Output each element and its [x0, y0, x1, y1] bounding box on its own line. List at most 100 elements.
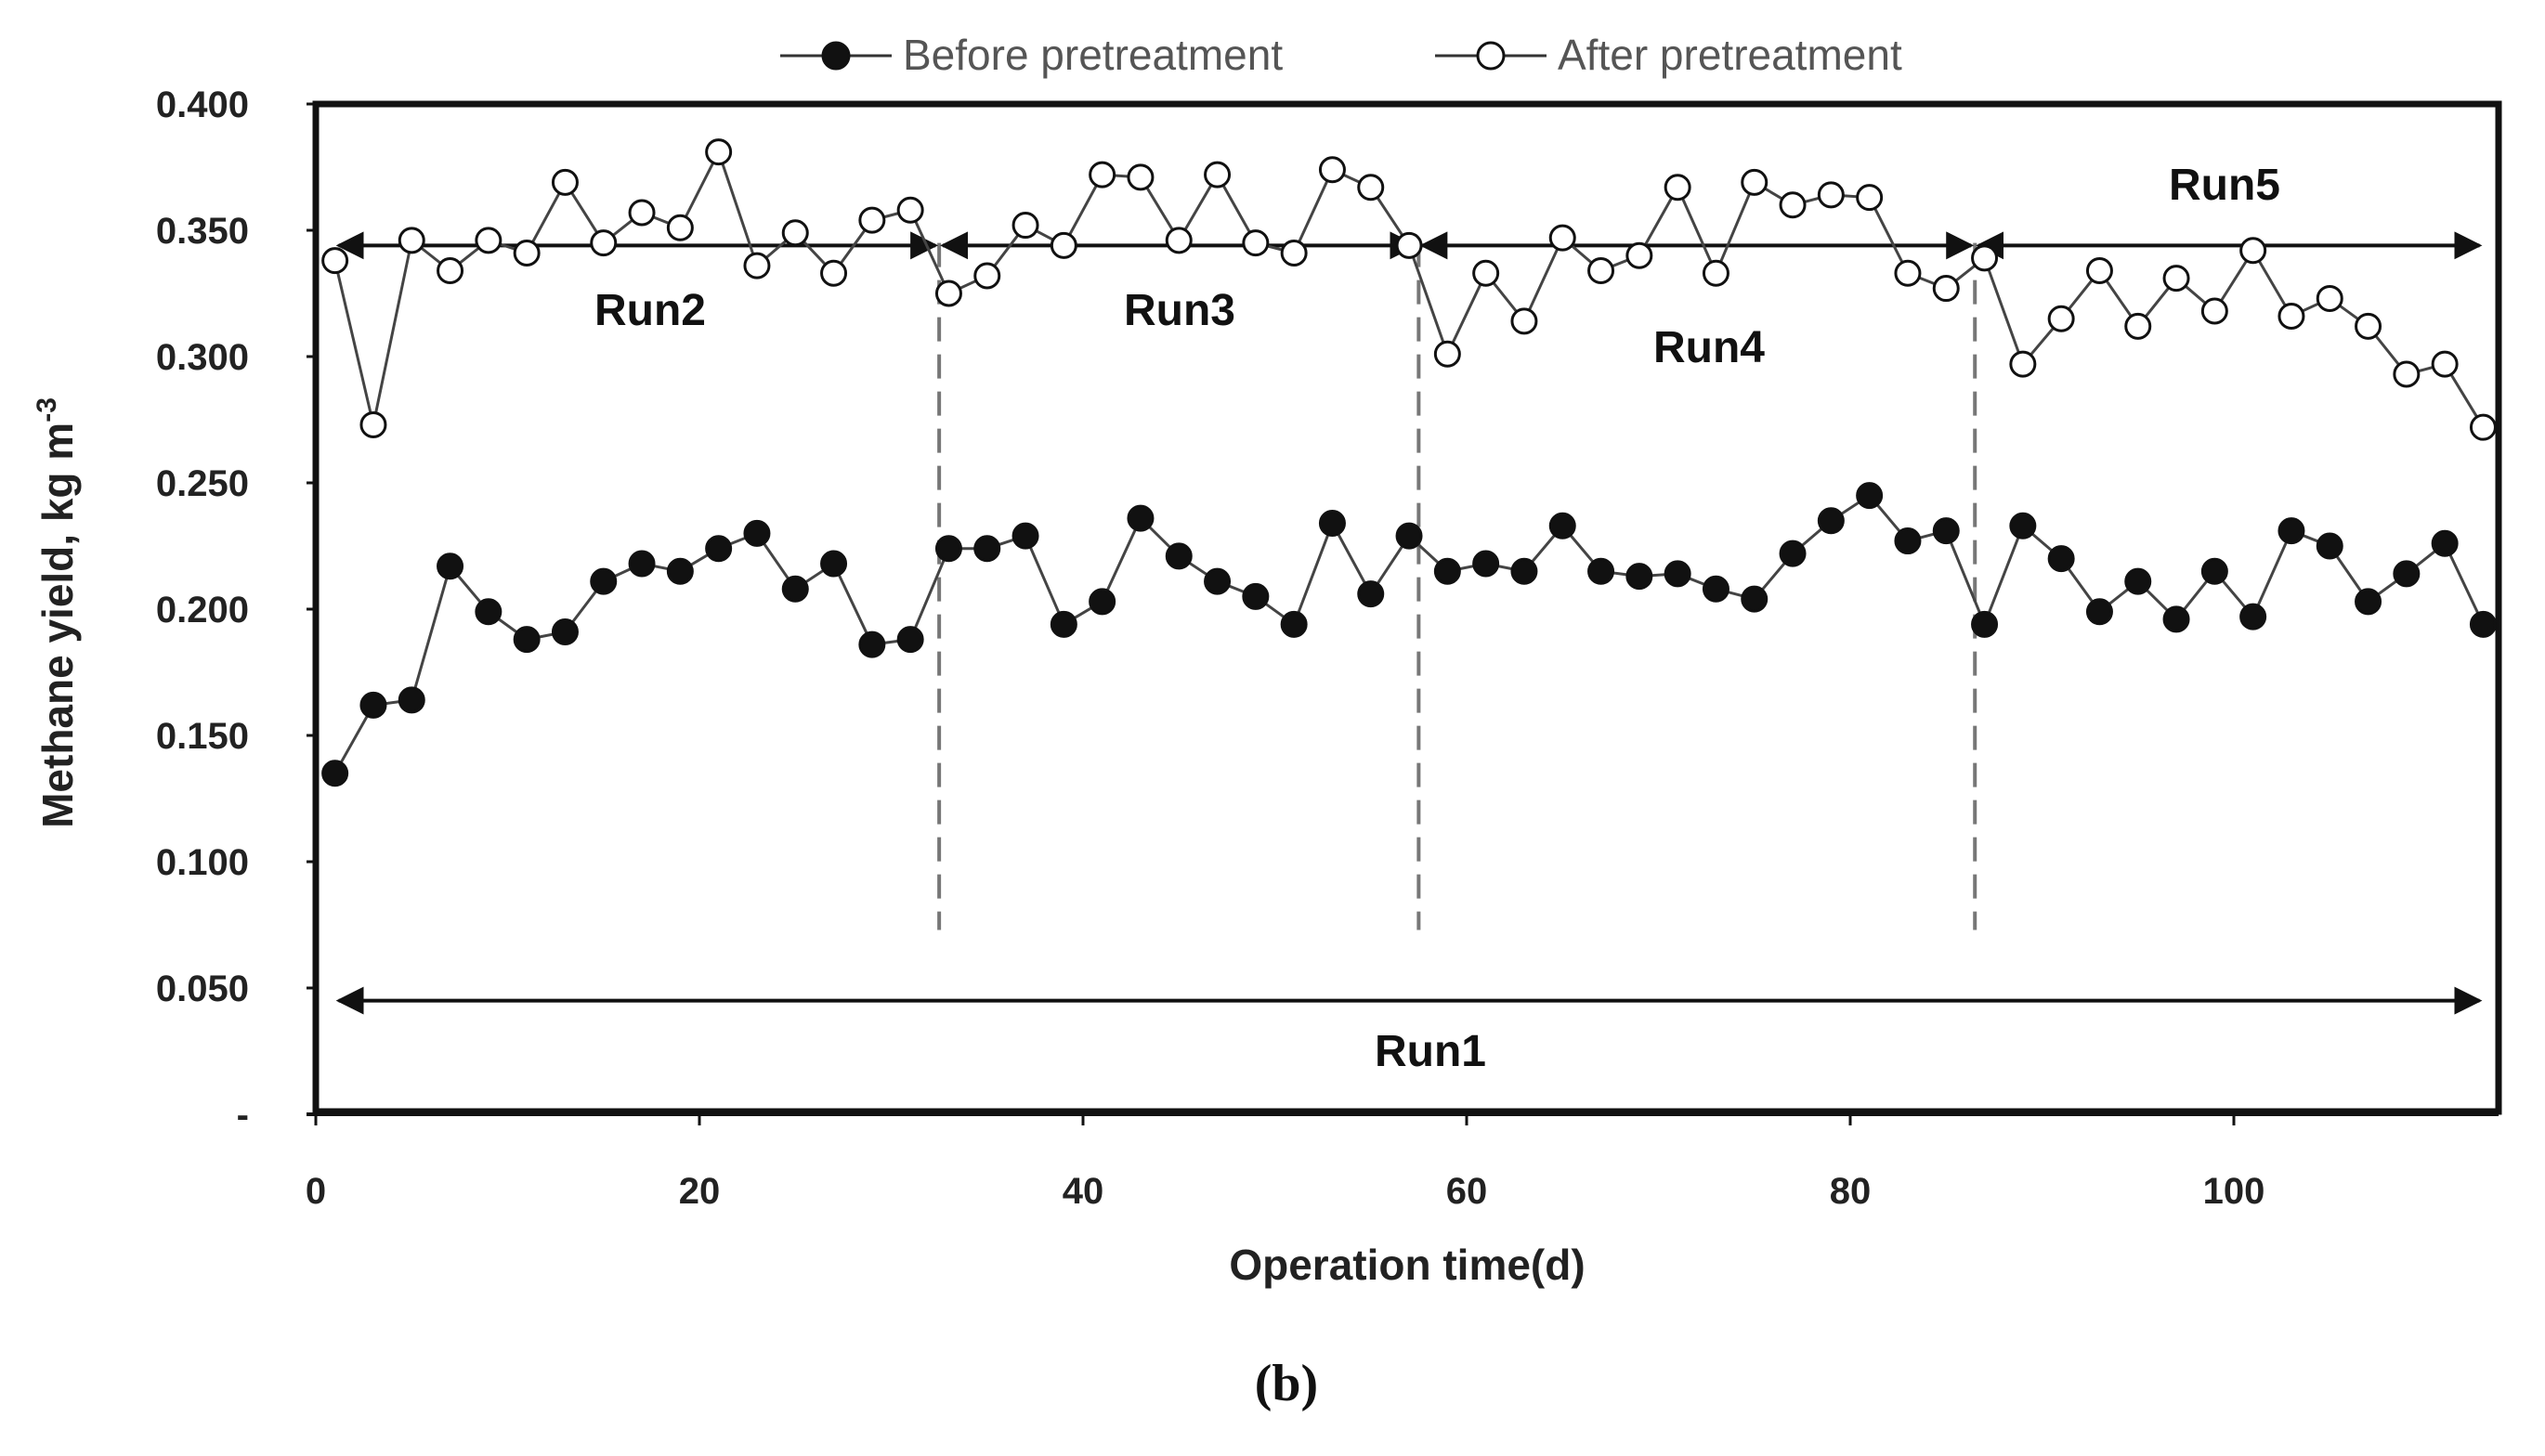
- y-tick-label: -: [237, 1095, 249, 1136]
- data-point: [1894, 259, 1922, 287]
- data-point: [2047, 545, 2075, 573]
- data-point: [1587, 257, 1615, 285]
- data-point: [2277, 302, 2305, 330]
- data-point: [1817, 181, 1845, 209]
- data-point: [1395, 231, 1423, 259]
- data-point: [1318, 156, 1346, 184]
- data-point: [1548, 512, 1576, 540]
- data-point: [1932, 517, 1960, 545]
- data-point: [1395, 522, 1423, 550]
- y-axis-title-text: Methane yield, kg m: [33, 422, 82, 828]
- x-ticks: 0 20 40 60 80 100: [306, 1114, 2265, 1212]
- data-point: [1089, 588, 1116, 616]
- data-point: [2162, 265, 2190, 292]
- data-point: [1472, 550, 1500, 578]
- data-point: [1779, 540, 1807, 567]
- data-point: [1050, 231, 1077, 259]
- data-point: [2200, 297, 2228, 325]
- y-axis-title: Methane yield, kg m-3: [32, 397, 82, 828]
- data-point: [1702, 259, 1729, 287]
- legend-item-before: Before pretreatment: [780, 31, 1283, 79]
- data-point: [437, 257, 464, 285]
- data-point: [1127, 163, 1155, 191]
- data-point: [359, 410, 387, 438]
- data-point: [1089, 161, 1116, 188]
- data-point: [475, 598, 502, 626]
- data-point: [1702, 575, 1729, 603]
- run-label: Run4: [1653, 323, 1765, 372]
- x-tick-label: 0: [306, 1171, 326, 1212]
- data-point: [1357, 174, 1385, 202]
- data-point: [1433, 340, 1461, 368]
- data-point: [1548, 224, 1576, 252]
- data-point: [1127, 504, 1155, 532]
- run-arrows: Run1 Run2 Run3 Run4 Run5: [335, 161, 2483, 1076]
- y-tick-label: 0.300: [156, 337, 249, 378]
- data-point: [1510, 557, 1538, 585]
- y-tick-label: 0.050: [156, 968, 249, 1009]
- data-point: [437, 552, 464, 580]
- data-point: [2239, 237, 2267, 265]
- data-point: [934, 280, 962, 307]
- data-point: [2009, 512, 2037, 540]
- data-point: [2085, 598, 2113, 626]
- data-point: [1510, 307, 1538, 335]
- data-point: [858, 206, 886, 234]
- data-point: [1318, 510, 1346, 538]
- data-point: [1856, 482, 1884, 510]
- data-point: [1011, 212, 1039, 240]
- data-point: [1625, 241, 1653, 269]
- x-tick-label: 80: [1830, 1171, 1872, 1212]
- data-point: [705, 138, 733, 166]
- run-label: Run5: [2169, 161, 2280, 210]
- data-point: [781, 575, 809, 603]
- data-point: [1204, 567, 1232, 595]
- data-point: [973, 262, 1001, 290]
- data-point: [1280, 610, 1308, 638]
- data-point: [590, 567, 618, 595]
- data-point: [1011, 522, 1039, 550]
- data-point: [2277, 517, 2305, 545]
- y-tick-label: 0.250: [156, 463, 249, 504]
- data-point: [934, 535, 962, 563]
- data-point: [666, 214, 694, 241]
- data-point: [705, 535, 733, 563]
- data-point: [628, 550, 656, 578]
- data-point: [2124, 567, 2152, 595]
- data-point: [2316, 284, 2343, 312]
- data-point: [2355, 588, 2382, 616]
- legend-label-after: After pretreatment: [1558, 31, 1902, 79]
- x-tick-label: 100: [2203, 1171, 2265, 1212]
- data-point: [1971, 244, 1999, 272]
- data-point: [513, 626, 541, 654]
- y-tick-label: 0.100: [156, 842, 249, 883]
- series-after-pretreatment: [321, 138, 2497, 441]
- data-point: [1664, 174, 1691, 202]
- y-tick-label: 0.200: [156, 590, 249, 630]
- x-tick-label: 60: [1446, 1171, 1488, 1212]
- run-label: Run2: [594, 286, 706, 335]
- data-point: [2316, 532, 2343, 560]
- data-point: [2355, 312, 2382, 340]
- data-point: [2162, 605, 2190, 633]
- y-tick-label: 0.350: [156, 211, 249, 252]
- run-label: Run3: [1124, 286, 1235, 335]
- y-tick-label: 0.150: [156, 716, 249, 757]
- data-point: [2009, 350, 2037, 378]
- data-point: [973, 535, 1001, 563]
- data-point: [1817, 507, 1845, 535]
- y-axis-title-sup: -3: [32, 397, 62, 422]
- svg-text:Methane yield, kg m-3: Methane yield, kg m-3: [32, 397, 82, 828]
- x-tick-label: 40: [1063, 1171, 1104, 1212]
- run-dividers: [937, 242, 1977, 930]
- data-point: [781, 219, 809, 247]
- run-label: Run1: [1375, 1027, 1486, 1076]
- data-point: [1050, 610, 1077, 638]
- data-point: [2239, 603, 2267, 630]
- data-point: [2431, 350, 2459, 378]
- data-point: [896, 626, 924, 654]
- data-point: [1932, 275, 1960, 303]
- data-point: [666, 557, 694, 585]
- y-tick-label: 0.400: [156, 84, 249, 125]
